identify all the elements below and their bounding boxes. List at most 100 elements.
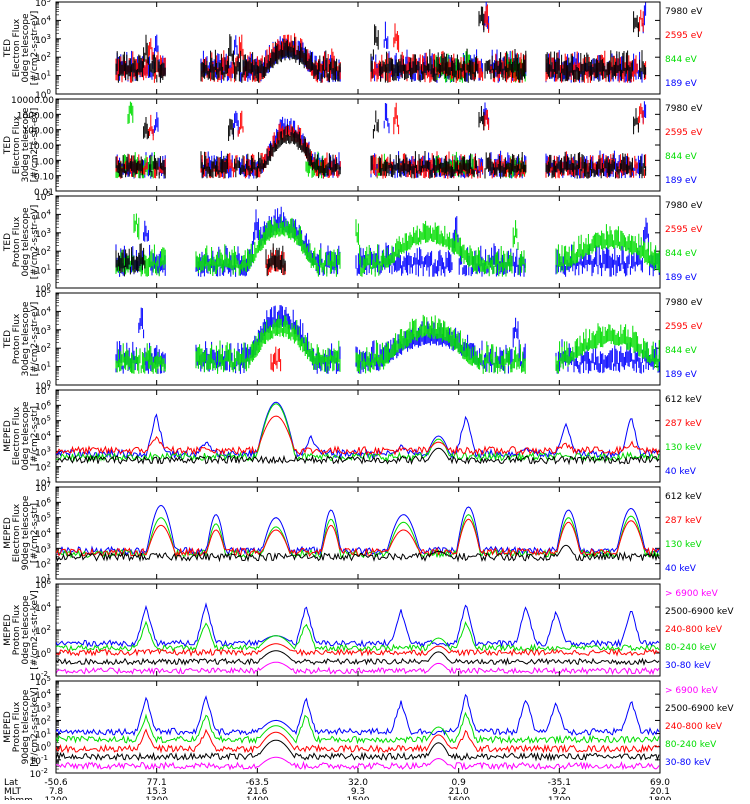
- x-tick-label: 1400: [246, 796, 269, 800]
- y-tick-label: 106: [35, 496, 51, 509]
- legend-entry: 2595 eV: [665, 225, 703, 235]
- legend-entry: 7980 eV: [665, 298, 703, 308]
- series-trace: [56, 401, 660, 460]
- legend-entry: 189 eV: [665, 370, 698, 380]
- series-3: [56, 447, 660, 466]
- legend-entry: 2595 eV: [665, 31, 703, 41]
- y-tick-label: 105: [35, 190, 51, 203]
- series-2: [56, 728, 660, 754]
- legend-entry: 7980 eV: [665, 201, 703, 211]
- y-tick-label: 104: [35, 601, 51, 614]
- series-0: [56, 602, 660, 648]
- series-trace: [56, 518, 660, 558]
- panel-data: [115, 101, 647, 179]
- y-axis-label-line: [#/cm2-s-str-keV]: [30, 590, 40, 669]
- series-trace: [56, 756, 660, 771]
- y-tick-label: 101: [35, 573, 51, 586]
- legend-entry: 287 keV: [665, 419, 702, 429]
- y-tick-label: 100: [35, 741, 51, 754]
- series-2: [56, 643, 659, 657]
- x-tick-lat: -35.1: [548, 778, 571, 788]
- y-tick-label: 100: [35, 88, 51, 101]
- y-tick-label: 100.00: [23, 127, 55, 137]
- legend-entry: 2500-6900 keV: [665, 607, 734, 617]
- panel-data: [56, 401, 660, 466]
- y-axis-label-line: Proton Flux: [12, 313, 22, 364]
- panel-6: 101 102 103 104 105 106 107 MEPED Electron Flux 9…: [3, 481, 702, 586]
- panel-data: [56, 504, 660, 563]
- y-tick-label: 104: [35, 208, 51, 221]
- x-tick-lat: 32.0: [348, 778, 368, 788]
- series-1: [56, 403, 660, 463]
- x-tick-label: 1300: [145, 796, 168, 800]
- legend-entry: 80-240 keV: [665, 740, 717, 750]
- y-tick-label: 103: [35, 542, 51, 555]
- y-tick-label: 104: [35, 430, 51, 443]
- legend-entry: 2595 eV: [665, 322, 703, 332]
- legend-entry: 40 keV: [665, 467, 697, 477]
- y-axis-label-line: TED: [3, 136, 13, 155]
- y-axis-label-line: 30deg telescope: [21, 107, 31, 182]
- y-axis-label-line: TED: [3, 233, 13, 252]
- x-tick-label: 1800: [649, 796, 672, 800]
- y-tick-label: 101: [35, 728, 51, 741]
- y-tick-label: 105: [35, 287, 51, 300]
- y-tick-label: 103: [35, 227, 51, 240]
- y-axis-label-line: 30deg telescope: [21, 301, 31, 376]
- series-trace: [56, 728, 660, 754]
- panel-data: [115, 305, 660, 374]
- y-tick-label: 105: [35, 415, 51, 428]
- y-tick-label: 101: [35, 70, 51, 83]
- y-tick-label: 104: [35, 527, 51, 540]
- y-axis-label-line: [#/cm2-s-str-eV]: [30, 11, 40, 86]
- y-tick-label: 103: [35, 445, 51, 458]
- series-trace: [115, 106, 647, 179]
- legend-entry: > 6900 keV: [665, 686, 719, 696]
- legend-entry: 240-800 keV: [665, 722, 723, 732]
- series-trace: [56, 739, 660, 762]
- panel-data: [115, 206, 660, 277]
- x-row-label-lat: Lat: [4, 778, 19, 788]
- x-tick-label: 1500: [347, 796, 370, 800]
- series-trace: [56, 661, 660, 676]
- panel-7: 10-2 100 102 104 106 MEPED Proton Flux 0deg tel…: [3, 578, 734, 683]
- y-tick-label: 106: [35, 399, 51, 412]
- series-2: [56, 518, 660, 558]
- series-trace: [115, 6, 647, 83]
- x-tick-mlt: 15.3: [147, 787, 167, 797]
- x-tick-label: 1600: [447, 796, 470, 800]
- x-tick-lat: 69.0: [650, 778, 670, 788]
- x-tick-label: 1200: [45, 796, 68, 800]
- x-tick-mlt: 9.3: [351, 787, 365, 797]
- y-tick-label: 102: [35, 558, 51, 571]
- y-tick-label: 105: [35, 0, 51, 9]
- panel-2: 0.01 0.10 1.00 10.00 100.00 1000.00 10000.00 TE…: [3, 96, 703, 198]
- legend-entry: 844 eV: [665, 152, 698, 162]
- y-tick-label: 100: [35, 647, 51, 660]
- y-axis-label-line: [#/cm2-s-str-eV]: [30, 108, 40, 183]
- y-axis-label-line: Proton Flux: [12, 216, 22, 267]
- series-trace: [270, 346, 282, 372]
- y-axis-label-line: Proton Flux: [12, 604, 22, 655]
- y-tick-label: 105: [35, 675, 51, 688]
- x-tick-mlt: 21.0: [449, 787, 469, 797]
- series-3: [115, 106, 647, 179]
- panel-frame: [55, 98, 661, 192]
- y-axis-label-line: 90deg telescope: [21, 495, 31, 570]
- y-tick-label: 107: [35, 481, 51, 494]
- legend-entry: 189 eV: [665, 176, 698, 186]
- legend-entry: 240-800 keV: [665, 625, 723, 635]
- y-tick-label: 0.01: [34, 188, 54, 198]
- x-row-label-hhmm: hhmm: [4, 796, 33, 800]
- y-axis-label-line: 0deg telescope: [21, 595, 31, 665]
- panel-frame: [55, 680, 661, 774]
- y-tick-label: 103: [35, 701, 51, 714]
- y-tick-label: 105: [35, 512, 51, 525]
- series-trace: [56, 650, 660, 666]
- y-tick-label: 1000.00: [17, 111, 54, 121]
- y-axis-label-line: Electron Flux: [12, 115, 22, 174]
- y-tick-label: 104: [35, 305, 51, 318]
- series-3: [115, 6, 647, 83]
- legend-entry: 40 keV: [665, 564, 697, 574]
